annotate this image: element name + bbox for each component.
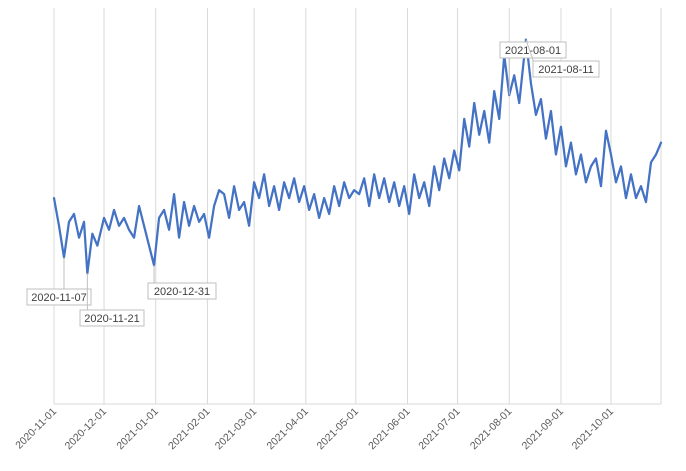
x-tick-label: 2021-03-01 [213,406,260,453]
callout-box [79,309,145,327]
x-tick-label: 2020-11-01 [13,406,59,452]
x-axis-tick-labels: 2020-11-01 2020-12-01 2021-01-01 2021-02-01… [13,406,616,453]
callout-label: 2021-08-11 [538,64,593,76]
x-tick-label: 2021-02-01 [166,406,213,453]
callout-2021-08-11: 2021-08-11 [525,39,600,78]
callout-label: 2020-12-31 [154,286,210,298]
callout-2020-11-07: 2020-11-07 [26,257,92,306]
x-tick-label: 2021-01-01 [114,406,161,453]
x-tick-label: 2021-06-01 [366,406,413,453]
callout-box [499,41,567,59]
callout-box [532,60,600,78]
callout-box [26,288,92,306]
callout-label: 2021-08-01 [505,45,561,57]
x-tick-label: 2021-10-01 [570,406,617,453]
callout-box [147,282,217,300]
x-tick-label: 2021-05-01 [314,406,361,453]
x-tick-label: 2020-12-01 [63,406,110,453]
series-line [52,38,663,275]
x-tick-label: 2021-07-01 [416,406,463,453]
x-tick-label: 2021-08-01 [468,406,515,453]
callout-2021-08-01: 2021-08-01 [499,41,567,96]
callout-2020-12-31: 2020-12-31 [147,265,217,300]
date-callouts: 2020-11-07 2020-11-21 2020-12-31 2021-08-01… [26,39,600,327]
callout-2020-11-21: 2020-11-21 [79,273,145,327]
callout-label: 2020-11-21 [84,313,139,325]
x-tick-label: 2021-09-01 [520,406,567,453]
x-tick-label: 2021-04-01 [264,406,311,453]
callout-label: 2020-11-07 [31,292,86,304]
